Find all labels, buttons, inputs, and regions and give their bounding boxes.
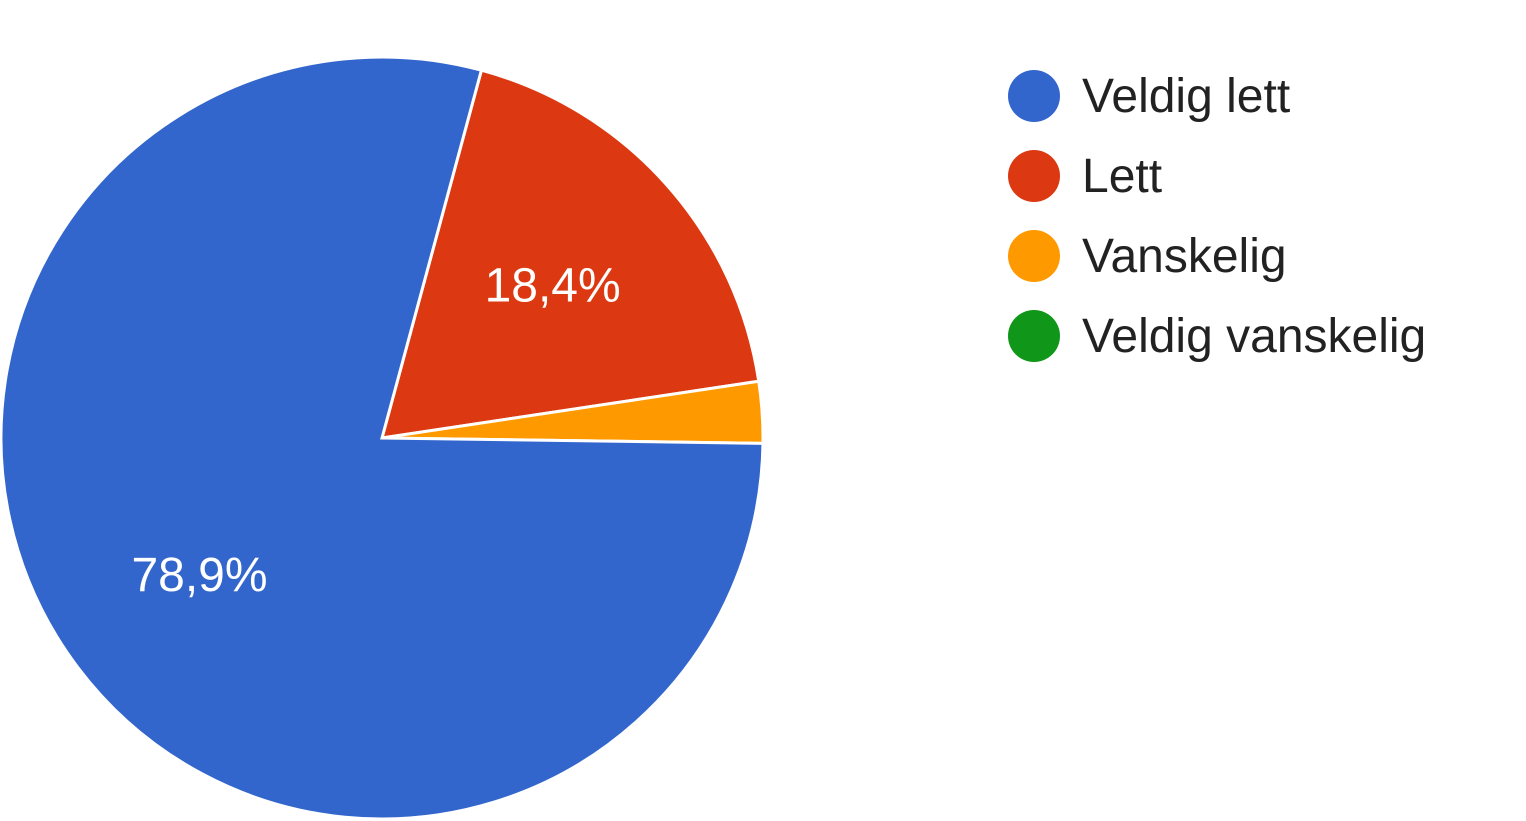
legend-label: Veldig lett [1082, 69, 1291, 123]
legend-item-veldig-vanskelig[interactable]: Veldig vanskelig [1008, 296, 1426, 376]
legend: Veldig lett Lett Vanskelig Veldig vanskelig [1008, 56, 1426, 376]
pie-slices [0, 55, 765, 821]
pie-slice-lett[interactable] [379, 68, 761, 440]
legend-label: Vanskelig [1082, 229, 1287, 283]
legend-item-vanskelig[interactable]: Vanskelig [1008, 216, 1426, 296]
legend-swatch-icon [1008, 230, 1060, 282]
legend-swatch-icon [1008, 70, 1060, 122]
legend-swatch-icon [1008, 150, 1060, 202]
pie-slice-veldig-lett[interactable] [0, 55, 765, 821]
data-label-veldig-lett: 78,9% [131, 549, 267, 602]
legend-swatch-icon [1008, 310, 1060, 362]
legend-label: Veldig vanskelig [1082, 309, 1427, 363]
legend-item-veldig-lett[interactable]: Veldig lett [1008, 56, 1426, 136]
legend-label: Lett [1082, 149, 1163, 203]
pie-data-labels: 18,4% 78,9% [131, 259, 620, 602]
legend-item-lett[interactable]: Lett [1008, 136, 1426, 216]
data-label-lett: 18,4% [485, 259, 621, 312]
